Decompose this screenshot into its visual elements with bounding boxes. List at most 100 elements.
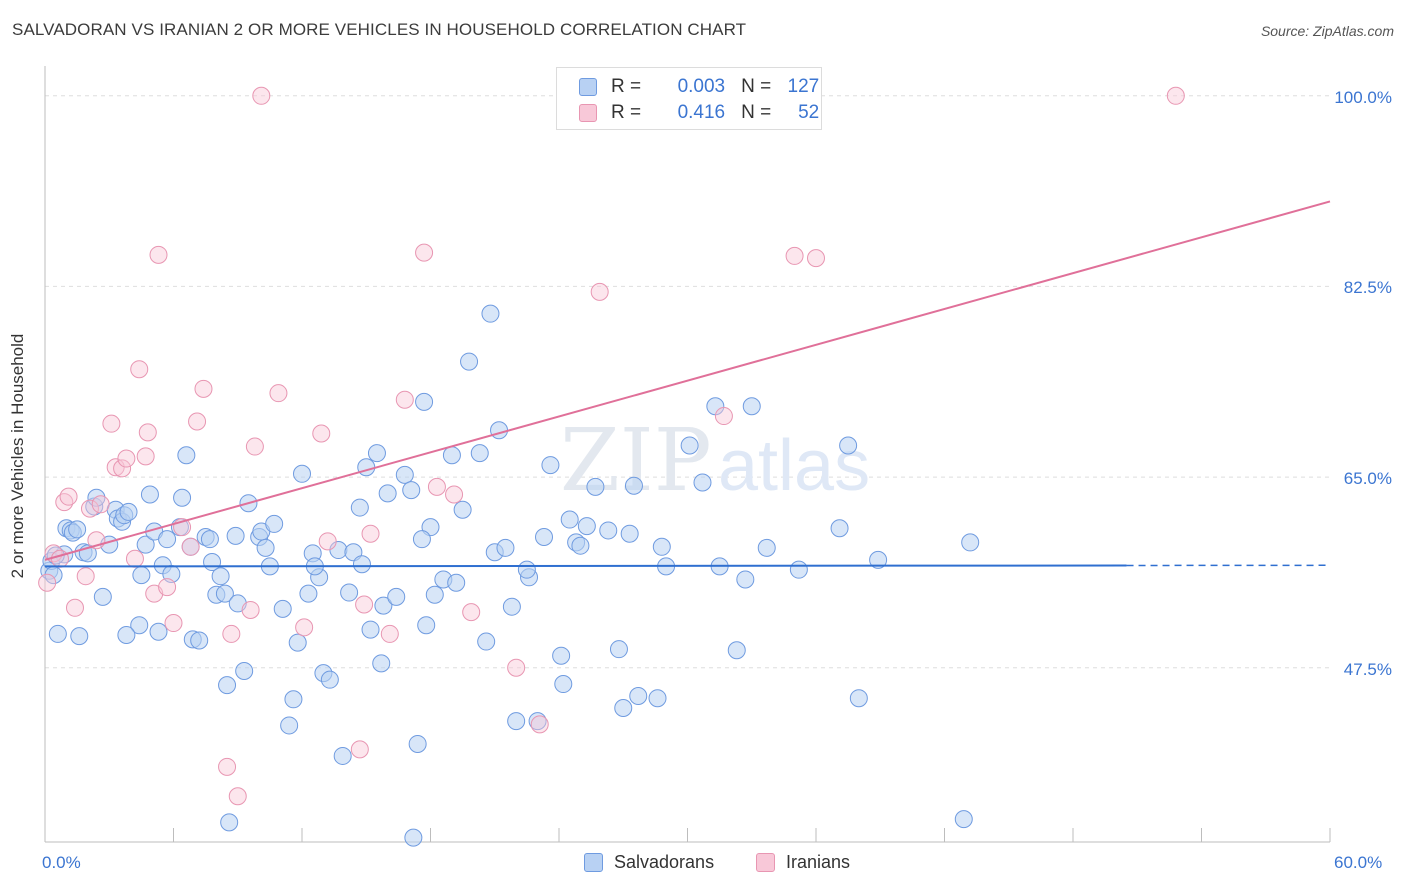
y-tick-label: 47.5% xyxy=(1343,659,1392,679)
salvadorans-swatch xyxy=(579,78,597,96)
salvadoran-point xyxy=(132,566,151,585)
salvadoran-point xyxy=(372,654,391,673)
salvadoran-point xyxy=(453,500,472,519)
iranian-point xyxy=(507,658,526,677)
correlation-legend: R = 0.003 N = 127 R = 0.416 N = 52 xyxy=(556,67,822,130)
salvadoran-point xyxy=(177,446,196,465)
salvadoran-point xyxy=(541,456,560,475)
iranian-point xyxy=(530,715,549,734)
iranian-point xyxy=(462,603,481,622)
salvadoran-point xyxy=(560,510,579,529)
salvadoran-point xyxy=(350,498,369,517)
salvadoran-point xyxy=(273,599,292,618)
salvadoran-point xyxy=(586,477,605,496)
salvadoran-point xyxy=(320,670,339,689)
salvadoran-point xyxy=(226,526,245,545)
salvadoran-point xyxy=(552,646,571,665)
iranians-r-value: 0.416 xyxy=(677,102,726,123)
source-credit: Source: ZipAtlas.com xyxy=(1260,23,1394,39)
salvadoran-point xyxy=(280,716,299,735)
iranian-point xyxy=(318,532,337,551)
iranian-point xyxy=(76,567,95,586)
salvadoran-point xyxy=(789,560,808,579)
salvadoran-point xyxy=(136,535,155,554)
salvadoran-point xyxy=(357,458,376,477)
salvadoran-point xyxy=(517,560,536,579)
salvadoran-point xyxy=(352,555,371,574)
salvadoran-point xyxy=(93,587,112,606)
salvadoran-point xyxy=(481,304,500,323)
salvadoran-point xyxy=(680,436,699,455)
iranian-point xyxy=(91,495,110,514)
iranian-point xyxy=(785,246,804,265)
salvadoran-point xyxy=(742,397,761,416)
salvadoran-point xyxy=(48,624,67,643)
iranian-point xyxy=(590,282,609,301)
salvadoran-point xyxy=(70,627,89,646)
iranian-point xyxy=(380,624,399,643)
iranians-swatch xyxy=(579,104,597,122)
iranian-point xyxy=(295,618,314,637)
salvadoran-point xyxy=(477,632,496,651)
iranian-point xyxy=(113,459,132,478)
salvadoran-point xyxy=(220,813,239,832)
iranian-point xyxy=(241,600,260,619)
y-tick-label: 100.0% xyxy=(1334,87,1392,107)
iranian-point xyxy=(130,360,149,379)
salvadoran-point xyxy=(447,573,466,592)
iranian-point xyxy=(50,549,69,568)
salvadorans-legend-label: Salvadorans xyxy=(614,852,715,872)
y-tick-label: 65.0% xyxy=(1343,469,1392,489)
salvadoran-point xyxy=(830,519,849,538)
iranians-points xyxy=(38,86,1185,806)
chart-title: SALVADORAN VS IRANIAN 2 OR MORE VEHICLES… xyxy=(12,20,747,39)
salvadoran-point xyxy=(470,444,489,463)
salvadoran-point xyxy=(502,597,521,616)
iranians-legend-label: Iranians xyxy=(786,852,851,872)
salvadoran-point xyxy=(395,465,414,484)
salvadoran-point xyxy=(727,641,746,660)
y-axis-label: 2 or more Vehicles in Household xyxy=(8,333,27,579)
salvadoran-point xyxy=(130,616,149,635)
salvadoran-point xyxy=(442,446,461,465)
salvadoran-point xyxy=(340,583,359,602)
n-key: N = xyxy=(741,76,772,97)
salvadoran-point xyxy=(173,488,192,507)
salvadoran-point xyxy=(211,567,230,586)
iranian-point xyxy=(117,449,136,468)
iranian-point xyxy=(102,414,121,433)
legend-row-salvadorans: R = 0.003 N = 127 xyxy=(579,75,819,99)
salvadoran-point xyxy=(496,538,515,557)
salvadoran-point xyxy=(648,689,667,708)
salvadoran-point xyxy=(284,690,303,709)
salvadoran-point xyxy=(528,712,547,731)
salvadoran-point xyxy=(299,584,318,603)
salvadoran-point xyxy=(190,631,209,650)
salvadoran-point xyxy=(149,622,168,641)
salvadoran-point xyxy=(404,828,423,847)
salvadoran-point xyxy=(490,421,509,440)
iranian-point xyxy=(125,549,144,568)
iranian-point xyxy=(188,412,207,431)
salvadoran-point xyxy=(235,661,254,680)
salvadoran-point xyxy=(460,352,479,371)
salvadorans-n-value: 127 xyxy=(787,76,820,97)
iranian-point xyxy=(1166,86,1185,105)
salvadoran-point xyxy=(869,550,888,569)
iranian-point xyxy=(445,485,464,504)
bottom-legend-salvadorans: Salvadorans xyxy=(584,852,714,873)
iranian-point xyxy=(138,423,157,442)
trend-lines xyxy=(44,200,1331,568)
salvadoran-point xyxy=(119,502,138,521)
salvadoran-point xyxy=(620,524,639,543)
iranian-point xyxy=(361,524,380,543)
r-key: R = xyxy=(611,76,642,97)
salvadoran-point xyxy=(736,570,755,589)
x-tick-label-min: 0.0% xyxy=(42,853,81,872)
salvadoran-point xyxy=(265,514,284,533)
salvadoran-point xyxy=(577,517,596,536)
iranians-legend-swatch xyxy=(756,853,775,872)
salvadoran-point xyxy=(757,538,776,557)
salvadoran-point xyxy=(387,587,406,606)
salvadoran-point xyxy=(200,530,219,549)
